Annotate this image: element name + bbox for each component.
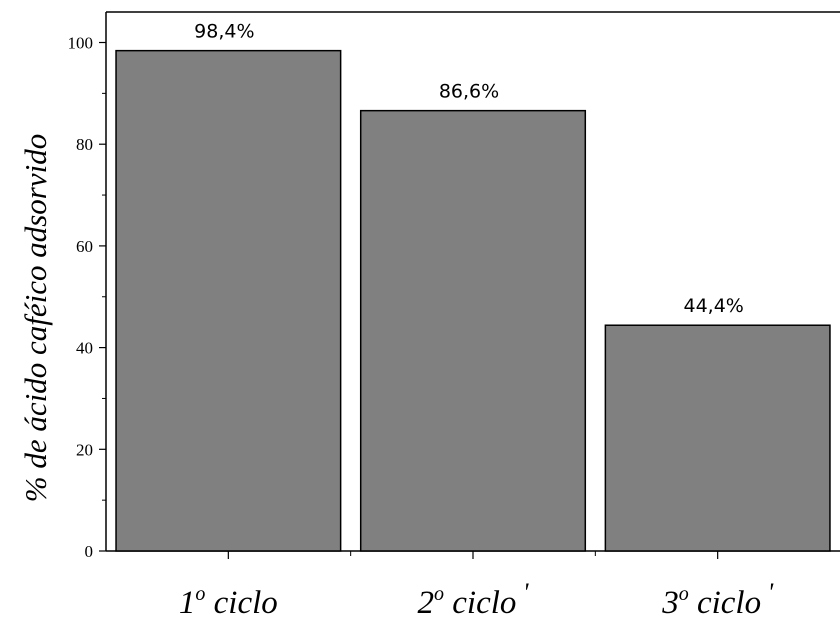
y-tick-label: 100 (68, 34, 94, 53)
y-tick-label: 80 (76, 135, 93, 154)
bar (604, 324, 831, 552)
y-tick-label: 40 (76, 339, 93, 358)
bar (115, 49, 342, 552)
data-label: 98,4% (194, 21, 254, 43)
data-label: 44,4% (683, 295, 743, 317)
data-label: 86,6% (439, 81, 499, 103)
y-tick-label: 0 (85, 542, 94, 561)
category-label: 3o ciclo ' (661, 578, 773, 617)
category-label: 2o ciclo ' (418, 578, 529, 617)
bar (359, 109, 587, 552)
y-tick-label: 60 (76, 237, 93, 256)
y-tick-label: 20 (76, 440, 93, 459)
plot-area: 0 20 40 60 80 100 98,4% 1o ciclo 86,6% 2o ciclo '… (68, 11, 840, 617)
y-axis-label: % de ácido caféico adsorvido (18, 134, 53, 502)
category-label: 1o ciclo (179, 583, 278, 617)
